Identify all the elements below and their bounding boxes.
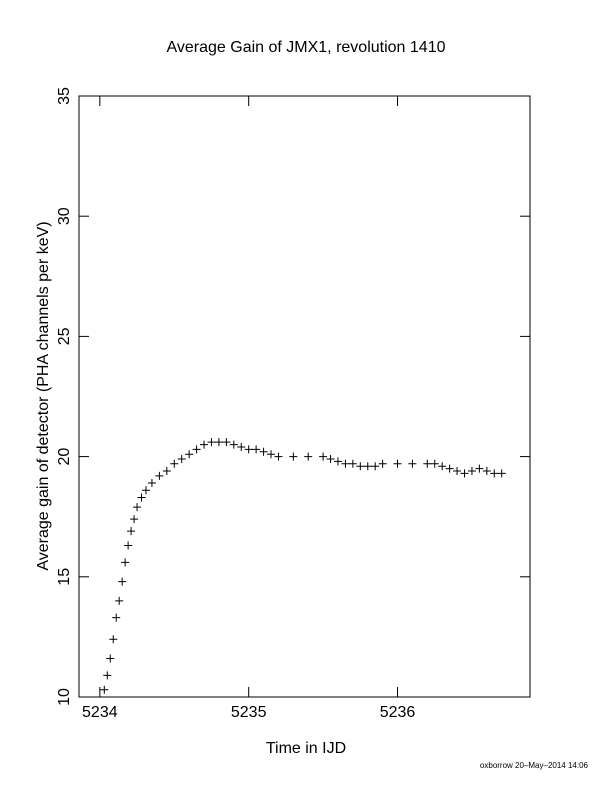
data-point bbox=[467, 467, 476, 476]
data-point bbox=[289, 452, 298, 461]
data-point bbox=[207, 438, 216, 447]
y-tick-label: 25 bbox=[56, 327, 73, 345]
data-point bbox=[423, 459, 432, 468]
data-point bbox=[333, 457, 342, 466]
data-point bbox=[177, 455, 186, 464]
y-tick-label: 15 bbox=[56, 568, 73, 586]
data-point bbox=[222, 438, 231, 447]
data-point bbox=[363, 462, 372, 471]
data-point bbox=[393, 459, 402, 468]
data-point bbox=[497, 469, 506, 478]
data-point bbox=[192, 445, 201, 454]
data-point bbox=[214, 438, 223, 447]
data-point bbox=[100, 685, 109, 694]
data-point bbox=[326, 455, 335, 464]
y-tick-label: 10 bbox=[56, 688, 73, 706]
data-point bbox=[127, 527, 136, 536]
data-point bbox=[460, 469, 469, 478]
data-point bbox=[482, 467, 491, 476]
data-point bbox=[453, 467, 462, 476]
footer-annotation: oxborrow 20–May–2014 14:06 bbox=[480, 761, 589, 770]
data-point bbox=[130, 515, 139, 524]
x-tick-label: 5234 bbox=[82, 704, 118, 721]
data-point bbox=[356, 462, 365, 471]
data-point bbox=[124, 541, 133, 550]
y-tick-label: 30 bbox=[56, 207, 73, 225]
y-tick-label: 35 bbox=[56, 87, 73, 105]
data-point bbox=[371, 462, 380, 471]
x-tick-label: 5235 bbox=[231, 704, 267, 721]
data-point bbox=[185, 450, 194, 459]
chart-title: Average Gain of JMX1, revolution 1410 bbox=[167, 39, 446, 56]
data-point bbox=[141, 486, 150, 495]
data-point bbox=[259, 447, 268, 456]
data-point bbox=[244, 445, 253, 454]
data-point bbox=[438, 462, 447, 471]
data-point bbox=[304, 452, 313, 461]
data-point bbox=[109, 635, 118, 644]
data-point bbox=[162, 467, 171, 476]
data-point bbox=[155, 471, 164, 480]
data-point bbox=[121, 558, 130, 567]
x-axis-label: Time in IJD bbox=[266, 740, 346, 757]
data-point bbox=[490, 469, 499, 478]
data-point bbox=[200, 440, 209, 449]
data-point bbox=[229, 440, 238, 449]
data-point bbox=[341, 459, 350, 468]
data-point bbox=[106, 654, 115, 663]
data-point bbox=[170, 459, 179, 468]
data-point bbox=[118, 577, 127, 586]
data-point bbox=[319, 452, 328, 461]
data-point bbox=[378, 459, 387, 468]
data-point bbox=[408, 459, 417, 468]
data-point bbox=[103, 671, 112, 680]
data-point bbox=[348, 459, 357, 468]
data-point bbox=[147, 479, 156, 488]
data-point bbox=[475, 464, 484, 473]
data-point bbox=[430, 459, 439, 468]
data-point bbox=[137, 493, 146, 502]
data-point bbox=[445, 464, 454, 473]
plot-frame bbox=[78, 95, 531, 698]
data-point bbox=[267, 450, 276, 459]
data-point bbox=[133, 503, 142, 512]
data-point bbox=[274, 452, 283, 461]
x-tick-label: 5236 bbox=[380, 704, 416, 721]
data-point bbox=[115, 596, 124, 605]
y-tick-label: 20 bbox=[56, 448, 73, 466]
y-axis-label: Average gain of detector (PHA channels p… bbox=[35, 221, 52, 570]
data-point bbox=[112, 613, 121, 622]
data-point bbox=[237, 442, 246, 451]
data-point bbox=[252, 445, 261, 454]
